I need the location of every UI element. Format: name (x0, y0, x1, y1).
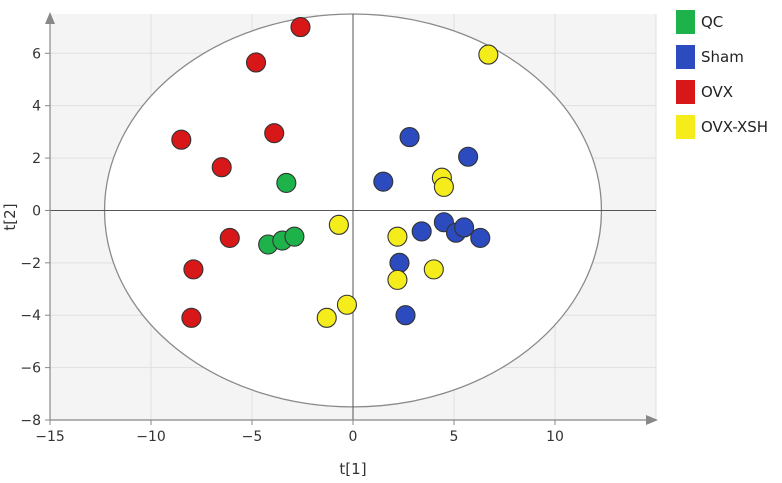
data-point-ovx-xsh (478, 44, 499, 65)
data-point-sham (373, 171, 394, 192)
legend-label: Sham (701, 47, 744, 66)
legend-item-ovx-xsh: OVX-XSH (676, 109, 768, 144)
y-tick-label: −4 (20, 308, 41, 324)
data-point-sham (454, 217, 475, 238)
x-tick-label: 5 (450, 429, 459, 445)
data-point-ovx (219, 227, 240, 249)
data-point-ovx (290, 17, 311, 38)
y-tick-label: 6 (32, 46, 41, 62)
data-point-sham (395, 305, 416, 326)
data-point-qc (276, 172, 297, 193)
y-axis-label: t[2] (1, 203, 19, 230)
x-axis-label: t[1] (339, 460, 366, 478)
y-tick-label: 4 (32, 99, 41, 115)
data-point-sham (470, 227, 491, 249)
data-point-ovx-xsh (328, 214, 349, 235)
data-points (171, 17, 499, 328)
legend-label: OVX (701, 82, 734, 101)
legend-item-sham: Sham (676, 39, 768, 74)
tick-labels: −15 −10 −5 0 5 10 −8 −6 −4 −2 0 2 4 6 (20, 46, 564, 445)
data-point-ovx-xsh (336, 294, 357, 315)
x-tick-label: 10 (546, 429, 564, 445)
y-tick-label: 2 (32, 151, 41, 167)
legend-label: OVX-XSH (701, 117, 769, 136)
legend-item-ovx: OVX (676, 74, 768, 109)
data-point-ovx (245, 52, 267, 73)
data-point-ovx (181, 307, 202, 328)
data-point-ovx (264, 123, 285, 144)
data-point-sham (399, 127, 420, 148)
y-tick-label: −2 (20, 256, 41, 272)
data-point-sham (411, 221, 432, 242)
x-tick-label: −10 (136, 429, 166, 445)
legend-swatch (676, 114, 695, 139)
data-point-ovx-xsh (387, 226, 408, 247)
legend-label: QC (701, 12, 724, 31)
data-point-ovx-xsh (433, 176, 454, 197)
data-point-ovx (171, 129, 192, 150)
y-tick-label: −8 (20, 413, 41, 429)
x-tick-label: 0 (349, 429, 358, 445)
x-axis-arrow (646, 415, 658, 425)
legend-swatch (676, 9, 695, 34)
data-point-ovx (183, 259, 204, 280)
data-point-ovx-xsh (387, 269, 408, 290)
legend-swatch (676, 44, 695, 69)
data-point-sham (389, 252, 410, 273)
data-point-ovx-xsh (316, 307, 337, 328)
legend-swatch (676, 79, 695, 104)
x-tick-label: −5 (242, 429, 263, 445)
data-point-sham (458, 146, 479, 167)
data-point-ovx-xsh (423, 259, 444, 280)
x-tick-label: −15 (35, 429, 65, 445)
legend-item-qc: QC (676, 4, 768, 39)
y-axis-arrow (45, 12, 55, 24)
legend: QC Sham OVX OVX-XSH (676, 4, 768, 144)
y-tick-label: 0 (32, 203, 41, 219)
data-point-ovx (211, 157, 232, 178)
data-point-qc (284, 226, 305, 247)
y-tick-label: −6 (20, 361, 41, 377)
